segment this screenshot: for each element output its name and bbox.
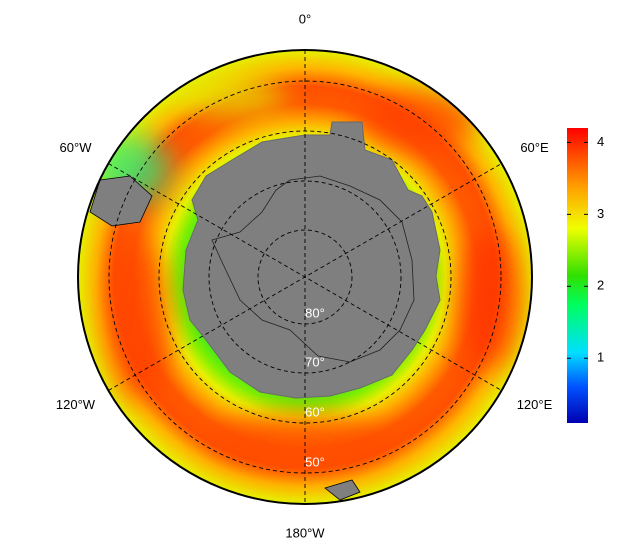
longitude-label: 180°W bbox=[285, 525, 325, 540]
longitude-label: 120°E bbox=[517, 397, 553, 412]
colorbar-tick-label: 1 bbox=[597, 350, 604, 365]
latitude-circle bbox=[108, 80, 502, 474]
latitude-label: 60° bbox=[305, 404, 325, 419]
latitude-label: 70° bbox=[305, 354, 325, 369]
map-border bbox=[77, 49, 533, 505]
longitude-label: 60°W bbox=[60, 140, 93, 155]
colorbar-tick-label: 2 bbox=[597, 278, 604, 293]
longitude-label: 120°W bbox=[56, 397, 96, 412]
colorbar-tick-label: 3 bbox=[597, 206, 604, 221]
longitude-label: 0° bbox=[299, 11, 311, 26]
meridian bbox=[108, 163, 502, 391]
graticule bbox=[108, 50, 502, 504]
latitude-label: 50° bbox=[305, 454, 325, 469]
colorbar-tick-label: 4 bbox=[597, 134, 604, 149]
colorbar bbox=[567, 128, 588, 423]
coastline bbox=[211, 175, 415, 363]
latitude-circle bbox=[158, 130, 452, 424]
latitude-label: 80° bbox=[305, 305, 325, 320]
antarctica bbox=[182, 121, 441, 399]
longitude-label: 60°E bbox=[520, 140, 549, 155]
latitude-circle bbox=[208, 180, 402, 374]
latitude-circle bbox=[257, 229, 353, 325]
